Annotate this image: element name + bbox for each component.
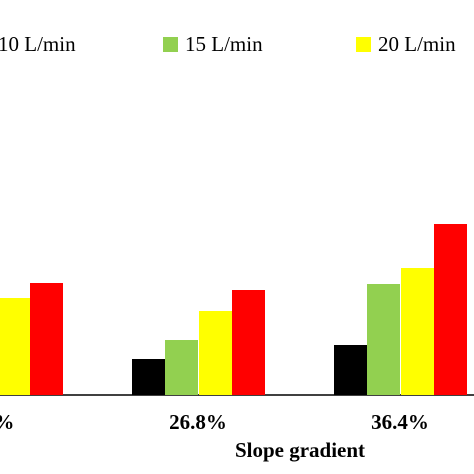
legend-label: 15 L/min [185,32,263,56]
bar [30,283,63,395]
legend-label: 20 L/min [378,32,456,56]
bar [334,345,367,395]
bar [0,298,30,395]
bar [232,290,265,395]
x-axis-label: Slope gradient [235,438,365,462]
bar [367,284,400,395]
x-tick-label: .6% [0,410,14,434]
x-tick-label: 26.8% [169,410,227,434]
legend-marker [163,37,178,52]
bar [132,359,165,395]
bar [199,311,232,395]
bar [434,224,467,395]
legend-marker [356,37,371,52]
bar [401,268,434,395]
legend-label: 10 L/min [0,32,76,56]
bar [165,340,198,395]
x-tick-label: 36.4% [371,410,429,434]
